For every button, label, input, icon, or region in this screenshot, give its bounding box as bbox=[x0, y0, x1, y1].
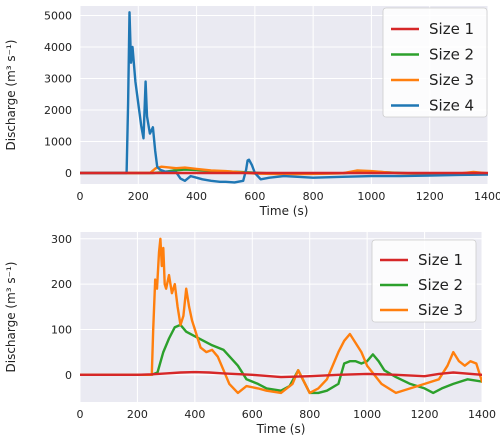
legend-label: Size 2 bbox=[429, 46, 474, 64]
legend-label: Size 1 bbox=[418, 251, 463, 269]
legend-label: Size 3 bbox=[418, 301, 463, 319]
x-axis-label: Time (s) bbox=[259, 204, 309, 218]
series-line-size-3 bbox=[80, 237, 482, 395]
x-tick-label: 1400 bbox=[468, 408, 496, 421]
chart-2: 0 200 400 600 800 1000 1200 1400 0 100 200 300 Time … bbox=[4, 232, 496, 436]
x-tick-label: 1200 bbox=[411, 408, 439, 421]
y-tick-label: 0 bbox=[65, 167, 72, 180]
y-tick-label: 4000 bbox=[44, 41, 72, 54]
legend-label: Size 2 bbox=[418, 276, 463, 294]
x-tick-label: 0 bbox=[77, 190, 84, 203]
y-axis-label: Discharge (m³ s⁻¹) bbox=[4, 40, 18, 151]
x-tick-label: 400 bbox=[186, 190, 207, 203]
x-tick-label: 0 bbox=[77, 408, 84, 421]
series-line-size-4 bbox=[80, 11, 488, 184]
x-tick-label: 600 bbox=[244, 190, 265, 203]
x-tick-label: 1200 bbox=[416, 190, 444, 203]
x-tick-label: 600 bbox=[242, 408, 263, 421]
legend-label: Size 4 bbox=[429, 97, 474, 115]
x-tick-label: 800 bbox=[299, 408, 320, 421]
y-tick-label: 100 bbox=[51, 323, 72, 336]
y-tick-label: 200 bbox=[51, 278, 72, 291]
legend: Size 1 Size 2 Size 3 bbox=[371, 239, 477, 323]
series-line-size-1 bbox=[80, 370, 482, 379]
x-tick-label: 200 bbox=[127, 408, 148, 421]
legend-label: Size 3 bbox=[429, 71, 474, 89]
chart-1: 0 200 400 600 800 1000 1200 1400 0 1000 2000 3000 40… bbox=[4, 6, 500, 218]
y-tick-label: 1000 bbox=[44, 135, 72, 148]
y-tick-label: 5000 bbox=[44, 9, 72, 22]
x-axis-label: Time (s) bbox=[256, 422, 306, 436]
x-tick-label: 1000 bbox=[353, 408, 381, 421]
y-tick-label: 3000 bbox=[44, 72, 72, 85]
x-tick-label: 400 bbox=[184, 408, 205, 421]
x-tick-label: 1400 bbox=[474, 190, 500, 203]
y-tick-label: 0 bbox=[65, 369, 72, 382]
series-lines bbox=[80, 237, 482, 395]
y-axis-label: Discharge (m³ s⁻¹) bbox=[4, 262, 18, 373]
y-tick-label: 2000 bbox=[44, 104, 72, 117]
x-tick-label: 1000 bbox=[357, 190, 385, 203]
x-tick-label: 200 bbox=[128, 190, 149, 203]
x-tick-label: 800 bbox=[303, 190, 324, 203]
legend-label: Size 1 bbox=[429, 20, 474, 38]
series-lines bbox=[80, 11, 488, 184]
y-tick-label: 300 bbox=[51, 233, 72, 246]
legend: Size 1 Size 2 Size 3 Size 4 bbox=[382, 7, 488, 118]
legend-box bbox=[382, 7, 488, 118]
